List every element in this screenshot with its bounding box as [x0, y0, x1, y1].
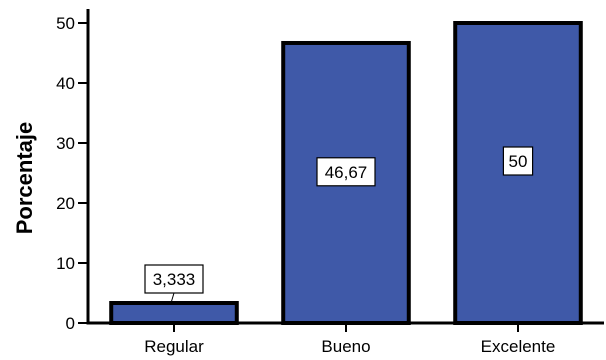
x-tick-label: Bueno: [321, 337, 370, 356]
data-label-box: [316, 157, 376, 187]
y-axis-title: Porcentaje: [12, 122, 37, 235]
bar-regular: [109, 301, 239, 326]
y-tick-label: 50: [56, 14, 75, 33]
data-label-leader: [170, 292, 175, 304]
data-label: 50: [509, 152, 528, 171]
y-tick-label: 10: [56, 254, 75, 273]
y-tick-label: 0: [66, 314, 75, 333]
x-tick-label: Regular: [144, 337, 204, 356]
data-label: 46,67: [325, 163, 368, 182]
labels: Regular 3,333 Bueno 46,67 Excelente 50: [144, 146, 556, 356]
data-label-box: [144, 264, 204, 294]
data-label-box: [502, 146, 534, 176]
y-tick-label: 40: [56, 74, 75, 93]
data-label: 3,333: [153, 270, 196, 289]
y-tick-label: 20: [56, 194, 75, 213]
x-tick-label: Excelente: [481, 337, 556, 356]
y-tick-label: 30: [56, 134, 75, 153]
